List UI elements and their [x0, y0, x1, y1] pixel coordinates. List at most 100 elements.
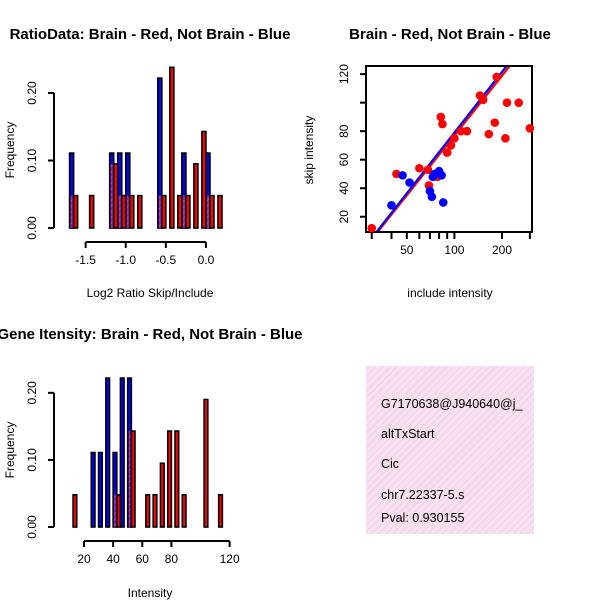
ratio-histogram-title: RatioData: Brain - Red, Not Brain - Blue	[10, 26, 291, 43]
intensity-scatter: Brain - Red, Not Brain - Blue include in…	[302, 26, 551, 300]
scatter-point-red-17	[492, 72, 501, 82]
scatter-point-blue-8	[437, 171, 446, 180]
scatter-point-red-9	[446, 141, 456, 150]
gene-blue-bar-2	[105, 377, 111, 528]
ratio-x-tick-label-0: -1.5	[75, 253, 96, 267]
scatter-y-tick-label-3: 80	[337, 124, 351, 138]
genomic-location: chr7.22337-5.s	[381, 488, 464, 502]
gene-red-bar-6	[166, 430, 173, 528]
scatter-point-red-15	[484, 129, 494, 139]
gene-histogram-bars	[72, 377, 224, 528]
ratio-overlap-bar-2	[118, 195, 121, 228]
ratio-red-bar-8	[177, 194, 183, 229]
scatter-point-red-18	[501, 134, 510, 143]
scatter-point-blue-1	[398, 171, 407, 180]
ratio-red-bar-10	[193, 163, 199, 229]
ratio-histogram: RatioData: Brain - Red, Not Brain - Blue…	[3, 26, 290, 300]
scatter-x-tick-label-2: 200	[492, 243, 512, 257]
gene-red-bar-0	[72, 493, 78, 528]
scatter-point-red-12	[462, 126, 472, 136]
event-id: G7170638@J940640@j_	[381, 397, 524, 411]
scatter-point-red-11	[456, 126, 466, 136]
scatter-point-red-0	[367, 223, 377, 233]
ratio-histogram-xlabel: Log2 Ratio Skip/Include	[87, 286, 214, 300]
scatter-plot-frame	[365, 65, 533, 233]
event-type: altTxStart	[381, 427, 435, 441]
ratio-y-tick-label-1: 0.10	[25, 148, 39, 172]
scatter-y-tick-label-1: 40	[337, 181, 351, 195]
scatter-y-tick-label-2: 60	[337, 153, 351, 167]
scatter-x-tick-label-1: 100	[444, 243, 464, 257]
scatter-fit-line-blue	[375, 67, 508, 231]
gene-y-tick-label-1: 0.10	[25, 448, 39, 472]
scatter-axes: 50 100 200 20 40 60 80 120	[337, 64, 531, 257]
scatter-point-blue-2	[405, 178, 414, 187]
gene-histogram-ylabel: Frequency	[3, 422, 17, 479]
scatter-point-red-14	[478, 95, 488, 105]
gene-red-bar-5	[159, 462, 165, 528]
gene-x-tick-label-2: 60	[136, 552, 150, 566]
gene-blue-bar-0	[90, 451, 96, 528]
scatter-point-red-3	[423, 165, 433, 174]
gene-x-tick-label-3: 80	[165, 552, 179, 566]
scatter-fit-lines	[375, 67, 511, 231]
ratio-overlap-bar-0	[70, 195, 73, 228]
gene-symbol: Cic	[381, 457, 399, 471]
ratio-red-bar-6	[161, 194, 167, 229]
gene-blue-bar-4	[119, 377, 125, 528]
scatter-points	[367, 72, 535, 233]
gene-red-bar-10	[217, 493, 224, 528]
p-value: Pval: 0.930155	[381, 511, 464, 525]
scatter-point-red-16	[490, 118, 500, 127]
ratio-red-bar-13	[217, 194, 223, 229]
scatter-point-red-6	[436, 112, 446, 122]
gene-y-tick-label-0: 0.00	[25, 515, 39, 539]
gene-red-bar-4	[152, 493, 158, 528]
scatter-y-tick-label-0: 20	[337, 210, 351, 224]
ratio-red-bar-9	[185, 194, 191, 229]
scatter-y-tick-label-4: 120	[337, 64, 351, 84]
ratio-histogram-bars	[68, 66, 223, 229]
scatter-title: Brain - Red, Not Brain - Blue	[349, 26, 551, 43]
scatter-point-red-10	[450, 134, 459, 143]
ratio-y-tick-label-2: 0.20	[25, 81, 39, 105]
ratio-red-bar-0	[72, 194, 79, 229]
gene-histogram-xlabel: Intensity	[128, 586, 173, 600]
gene-x-tick-label-1: 40	[106, 552, 120, 566]
gene-blue-bar-1	[97, 451, 104, 528]
ratio-overlap-bar-4	[158, 195, 161, 228]
ratio-red-bar-12	[209, 194, 215, 229]
ratio-overlap-bar-6	[206, 195, 209, 228]
info-box-background	[366, 366, 534, 534]
gene-red-bar-7	[174, 430, 180, 528]
scatter-point-red-21	[525, 124, 535, 133]
ratio-x-tick-label-1: -1.0	[115, 253, 136, 267]
ratio-x-tick-label-3: 0.0	[198, 253, 215, 267]
scatter-point-blue-4	[427, 192, 437, 202]
scatter-fit-line-red	[377, 67, 511, 231]
gene-red-bar-3	[145, 493, 151, 528]
scatter-point-red-20	[514, 98, 524, 107]
ratio-red-bar-1	[88, 194, 95, 229]
gene-y-tick-label-2: 0.20	[25, 381, 39, 405]
gene-intensity-histogram: Gene Itensity: Brain - Red, Not Brain - …	[0, 326, 303, 600]
ratio-histogram-ylabel: Frequency	[3, 122, 17, 179]
ratio-y-tick-label-0: 0.00	[25, 216, 39, 240]
gene-overlap-bar-5	[128, 431, 131, 527]
scatter-ylabel: skip intensity	[302, 116, 316, 185]
gene-red-bar-2	[130, 430, 136, 528]
gene-histogram-axes: 20 40 60 80 120 0.00 0.10 0.20	[25, 381, 240, 566]
ratio-x-tick-label-2: -0.5	[155, 253, 176, 267]
ratio-red-bar-4	[128, 194, 135, 229]
scatter-point-red-2	[415, 163, 424, 173]
scatter-xlabel: include intensity	[407, 286, 492, 300]
ratio-red-bar-11	[201, 130, 207, 229]
ratio-red-bar-7	[169, 66, 175, 229]
scatter-point-blue-9	[438, 198, 448, 207]
gene-red-bar-9	[203, 398, 209, 528]
ratio-overlap-bar-3	[126, 195, 129, 228]
ratio-histogram-axes: -1.5 -1.0 -0.5 0.0 0.00 0.10 0.20	[25, 81, 215, 267]
gene-histogram-title: Gene Itensity: Brain - Red, Not Brain - …	[0, 326, 303, 343]
scatter-point-red-19	[502, 98, 512, 107]
